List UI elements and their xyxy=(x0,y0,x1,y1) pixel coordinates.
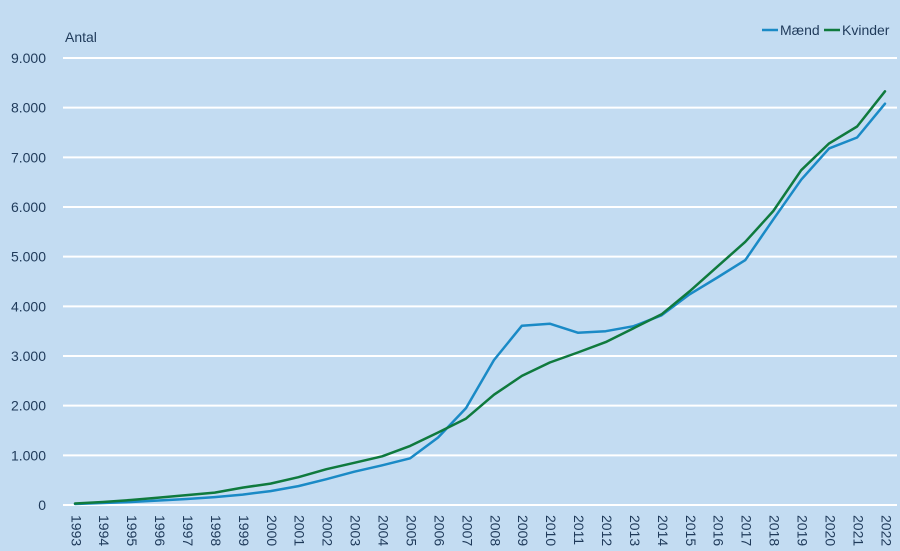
x-tick-label: 1996 xyxy=(152,515,168,546)
x-tick-label: 1994 xyxy=(96,515,112,546)
legend-label: Kvinder xyxy=(842,22,890,38)
x-tick-label: 2006 xyxy=(431,515,447,546)
y-tick-label: 0 xyxy=(38,497,46,513)
y-tick-label: 6.000 xyxy=(11,199,46,215)
x-tick-label: 2007 xyxy=(459,515,475,546)
y-tick-label: 5.000 xyxy=(11,249,46,265)
x-tick-label: 2011 xyxy=(571,515,587,545)
x-tick-label: 2015 xyxy=(683,515,699,546)
y-tick-label: 8.000 xyxy=(11,100,46,116)
y-tick-label: 4.000 xyxy=(11,298,46,314)
series-lines xyxy=(73,90,887,506)
x-tick-label: 2001 xyxy=(292,515,308,546)
legend: Mænd Kvinder xyxy=(762,22,890,38)
x-tick-label: 2014 xyxy=(655,515,671,546)
x-tick-label: 2018 xyxy=(767,515,783,546)
x-tick-label: 2013 xyxy=(627,515,643,546)
x-tick-label: 2005 xyxy=(403,515,419,546)
x-tick-label: 2022 xyxy=(878,515,894,546)
x-axis: 1993 1994 1995 1996 1997 1998 1999 2000 2001 2002… xyxy=(68,515,894,546)
series-line-mænd xyxy=(73,102,887,506)
x-tick-label: 2012 xyxy=(599,515,615,546)
x-tick-label: 1993 xyxy=(68,515,84,546)
x-tick-label: 2016 xyxy=(711,515,727,546)
x-tick-label: 2004 xyxy=(376,515,392,546)
y-tick-label: 7.000 xyxy=(11,149,46,165)
x-tick-label: 2002 xyxy=(320,515,336,546)
y-axis: 0 1.000 2.000 3.000 4.000 5.000 6.000 7.000 8.00… xyxy=(11,50,46,513)
x-tick-label: 2009 xyxy=(515,515,531,546)
gridlines xyxy=(63,57,897,506)
x-tick-label: 1995 xyxy=(124,515,140,546)
x-tick-label: 1997 xyxy=(180,515,196,546)
x-tick-label: 1999 xyxy=(236,515,252,546)
y-axis-label: Antal xyxy=(65,29,97,45)
x-tick-label: 1998 xyxy=(208,515,224,546)
x-tick-label: 2017 xyxy=(739,515,755,546)
y-tick-label: 3.000 xyxy=(11,348,46,364)
y-tick-label: 9.000 xyxy=(11,50,46,66)
x-tick-label: 2008 xyxy=(487,515,503,546)
x-tick-label: 2019 xyxy=(795,515,811,546)
x-tick-label: 2003 xyxy=(348,515,364,546)
series-line-kvinder xyxy=(73,90,887,505)
x-tick-label: 2010 xyxy=(543,515,559,546)
legend-label: Mænd xyxy=(780,22,820,38)
y-tick-label: 1.000 xyxy=(11,447,46,463)
x-tick-label: 2000 xyxy=(264,515,280,546)
y-tick-label: 2.000 xyxy=(11,398,46,414)
x-tick-label: 2020 xyxy=(822,515,838,546)
x-tick-label: 2021 xyxy=(850,515,866,546)
